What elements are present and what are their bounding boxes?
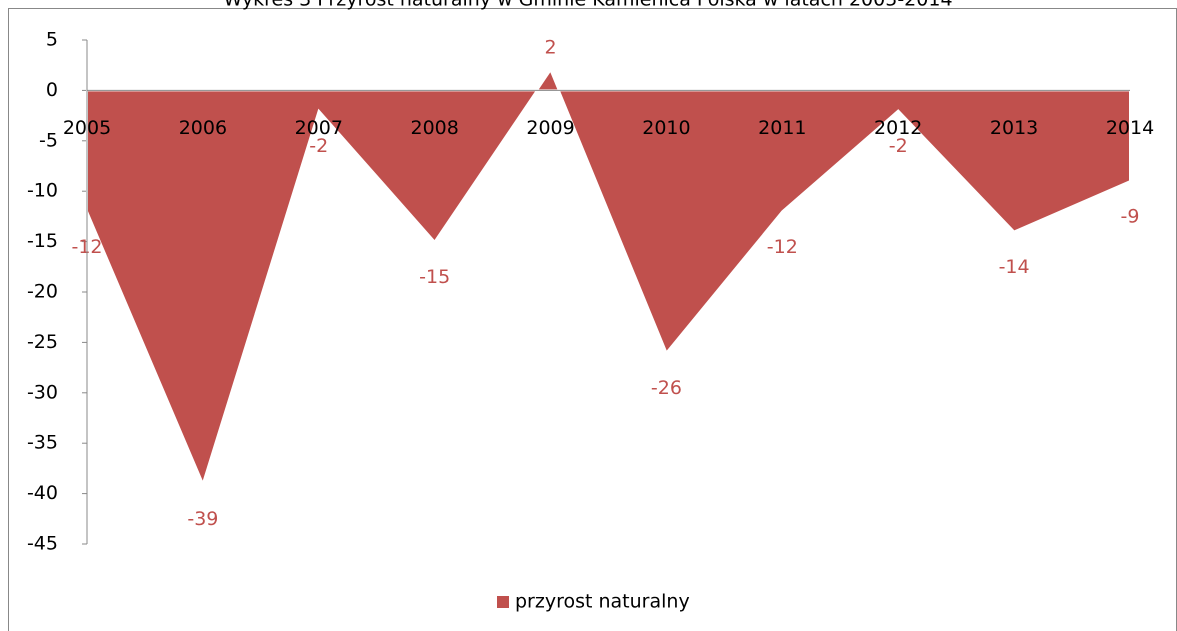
data-label: -2 (889, 135, 908, 157)
x-tick-label: 2010 (642, 117, 690, 139)
area (86, 68, 1131, 487)
data-label: -2 (309, 135, 328, 157)
data-label: -26 (651, 377, 682, 399)
x-tick-label: 2005 (63, 117, 111, 139)
data-label: -12 (767, 236, 798, 258)
chart-title: Wykres 3 Przyrost naturalny w Gminie Kam… (223, 0, 952, 11)
y-tick-label: -15 (27, 230, 58, 252)
y-tick-label: -20 (27, 281, 58, 303)
legend-label: przyrost naturalny (515, 591, 690, 613)
x-tick-label: 2008 (410, 117, 458, 139)
x-tick-label: 2011 (758, 117, 806, 139)
y-tick-label: -35 (27, 432, 58, 454)
y-tick-label: 0 (46, 79, 58, 101)
data-label: 2 (545, 37, 557, 59)
data-label: -39 (187, 508, 218, 530)
y-tick-label: -40 (27, 482, 58, 504)
x-tick-label: 2006 (179, 117, 227, 139)
x-tick-label: 2012 (874, 117, 922, 139)
legend-swatch (497, 596, 509, 608)
y-tick-label: -5 (39, 129, 58, 151)
data-label: -14 (999, 256, 1030, 278)
x-tick-label: 2014 (1106, 117, 1154, 139)
data-label: -15 (419, 266, 450, 288)
x-tick-label: 2009 (526, 117, 574, 139)
y-tick-label: -45 (27, 533, 58, 555)
y-tick-label: 5 (46, 29, 58, 51)
x-tick-label: 2013 (990, 117, 1038, 139)
data-label: -9 (1121, 206, 1140, 228)
y-tick-label: -30 (27, 381, 58, 403)
y-tick-label: -25 (27, 331, 58, 353)
x-tick-label: 2007 (295, 117, 343, 139)
y-tick-label: -10 (27, 180, 58, 202)
